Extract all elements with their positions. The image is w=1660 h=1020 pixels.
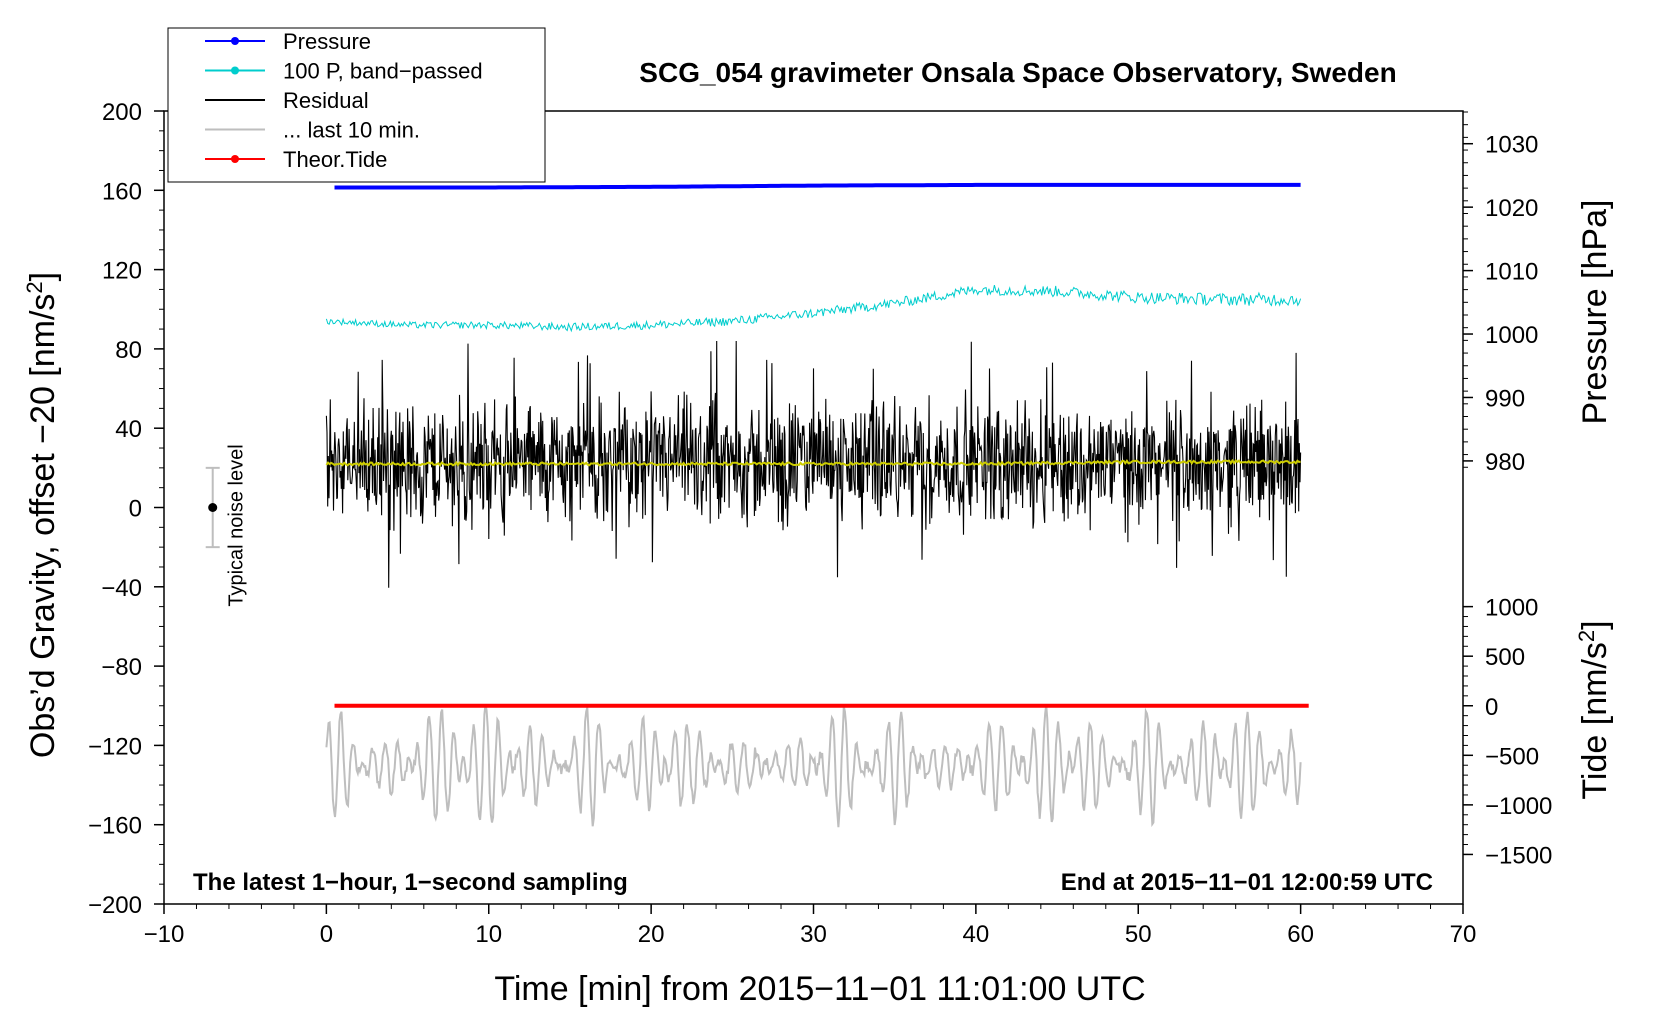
tide-tick-label: −1500 [1485, 842, 1552, 869]
x-tick-label: 0 [320, 921, 333, 948]
series-running-mean [325, 458, 1301, 467]
y-axis-tide: 1000 500 0 −500 −1000 −1500 [1463, 595, 1552, 869]
y-tick-label: −80 [101, 654, 142, 681]
x-tick-label: 40 [963, 921, 990, 948]
x-tick-label: 30 [800, 921, 827, 948]
pressure-tick-label: 1030 [1485, 132, 1538, 159]
y-axis-label-end: ] [24, 272, 62, 281]
legend-marker [231, 66, 239, 75]
y-tick-label: −120 [88, 733, 142, 760]
y-tick-label: 0 [129, 496, 142, 523]
y-tick-label: −200 [88, 892, 142, 919]
x-tick-label: −10 [144, 921, 185, 948]
x-tick-label: 60 [1287, 921, 1314, 948]
tide-tick-label: 0 [1485, 694, 1498, 721]
y-axis-pressure: 1030 1020 1010 1000 990 980 [1463, 111, 1538, 476]
y-axis-label-main: Obs’d Gravity, offset −20 [nm/s [24, 294, 62, 759]
tide-tick-label: −1000 [1485, 793, 1552, 820]
y-tick-label: 80 [115, 337, 142, 364]
legend-label: Residual [283, 88, 369, 113]
y-tick-label: 200 [102, 99, 142, 126]
tide-tick-label: 500 [1485, 644, 1525, 671]
series-layer [325, 182, 1309, 828]
chart-title: SCG_054 gravimeter Onsala Space Observat… [639, 57, 1396, 88]
plot-frame [163, 110, 1464, 905]
series-pressure [334, 182, 1301, 190]
x-tick-label: 10 [475, 921, 502, 948]
legend-label: Theor.Tide [283, 147, 387, 172]
pressure-tick-label: 1000 [1485, 322, 1538, 349]
pressure-axis-label: Pressure [hPa] [1576, 200, 1614, 425]
y-axis-label: Obs’d Gravity, offset −20 [nm/s2] [22, 272, 62, 758]
x-tick-label: 20 [638, 921, 665, 948]
noise-bar-point [208, 503, 218, 512]
legend-label: ... last 10 min. [283, 118, 420, 143]
annotation-left: The latest 1−hour, 1−second sampling [193, 869, 628, 896]
noise-bar-label: Typical noise level [226, 444, 248, 606]
tide-tick-label: 1000 [1485, 595, 1538, 622]
y-tick-label: −40 [101, 575, 142, 602]
legend-label: Pressure [283, 29, 371, 54]
legend-label: 100 P, band−passed [283, 59, 483, 84]
y-tick-label: 40 [115, 416, 142, 443]
legend-marker [231, 155, 239, 163]
tide-axis-label: Tide [nm/s2] [1574, 620, 1614, 799]
legend-marker [231, 37, 239, 45]
y-tick-label: 120 [102, 258, 142, 285]
pressure-tick-label: 990 [1485, 385, 1525, 412]
x-tick-label: 70 [1450, 921, 1477, 948]
tide-axis-label-sup: 2 [1574, 630, 1599, 642]
pressure-tick-label: 980 [1485, 449, 1525, 476]
series-last-10-min [325, 704, 1302, 828]
x-tick-label: 50 [1125, 921, 1152, 948]
series-residual [325, 340, 1302, 588]
legend-box [167, 27, 546, 183]
pressure-tick-label: 1020 [1485, 195, 1538, 222]
noise-bar: Typical noise level [205, 444, 248, 607]
tide-axis-label-main: Tide [nm/s [1576, 642, 1614, 799]
y-tick-label: −160 [88, 813, 142, 840]
y-axis-gravity: 200 160 120 80 40 0 −40 −80 −120 −160 −200 [88, 99, 164, 919]
annotation-right: End at 2015−11−01 12:00:59 UTC [1061, 869, 1433, 896]
y-tick-label: 160 [102, 178, 142, 205]
pressure-tick-label: 1010 [1485, 259, 1538, 286]
legend: Pressure 100 P, band−passed Residual ... la… [167, 27, 546, 183]
x-axis: −10 0 10 20 30 40 50 60 70 [144, 904, 1477, 948]
x-axis-label: Time [min] from 2015−11−01 11:01:00 UTC [494, 970, 1145, 1008]
series-band-passed [325, 284, 1302, 333]
y-axis-label-sup: 2 [22, 281, 47, 293]
tide-axis-label-end: ] [1576, 620, 1614, 629]
tide-tick-label: −500 [1485, 743, 1539, 770]
